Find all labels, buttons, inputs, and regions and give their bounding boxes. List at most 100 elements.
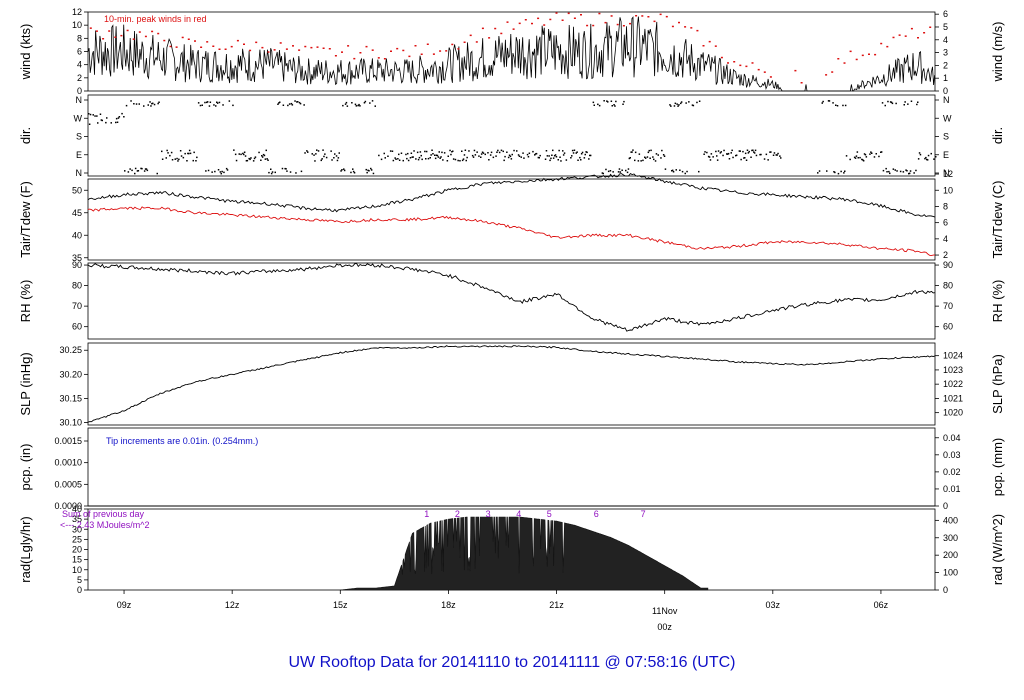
wind-dir-point (481, 151, 484, 153)
wind-peak-point (396, 47, 399, 50)
wind-dir-point (735, 154, 738, 156)
right-tick-label: 2 (943, 60, 948, 70)
right-tick-label: 100 (943, 568, 958, 578)
wind-peak-point (114, 36, 117, 38)
wind-dir-point (352, 168, 354, 170)
wind-dir-point (904, 101, 906, 103)
x-tick-label: 18z (441, 600, 456, 610)
right-tick-label: 12 (943, 169, 953, 179)
wind-dir-point (468, 150, 470, 152)
wind-dir-point (601, 172, 604, 174)
x-tick-label: 12z (225, 600, 240, 610)
wind-dir-point (189, 152, 192, 155)
wind-dir-point (462, 158, 465, 160)
wind-peak-point (641, 15, 644, 17)
left-tick-label: 6 (77, 47, 82, 57)
wind-dir-point (573, 149, 576, 151)
wind-peak-point (347, 45, 350, 47)
wind-dir-point (748, 150, 750, 153)
wind-dir-point (863, 153, 866, 155)
wind-dir-point (184, 152, 186, 155)
wind-dir-point (336, 159, 339, 162)
wind-dir-point (437, 156, 440, 158)
wind-dir-point (822, 100, 824, 103)
wind-dir-point (597, 103, 599, 106)
wind-dir-point (548, 155, 550, 157)
wind-dir-point (583, 157, 586, 159)
right-tick-label: 0 (943, 585, 948, 595)
wind-dir-point (539, 154, 541, 157)
right-tick-label: 1024 (943, 351, 963, 361)
x-tick-label: 00z (657, 622, 672, 632)
wind-dir-point (907, 103, 909, 105)
wind-dir-point (698, 170, 700, 173)
wind-dir-point (926, 159, 929, 161)
wind-dir-point (738, 150, 741, 152)
right-tick-label: 300 (943, 533, 958, 543)
wind-dir-point (436, 154, 439, 157)
wind-peak-point (488, 37, 491, 39)
wind-dir-point (285, 168, 287, 170)
wind-dir-point (545, 150, 548, 152)
wind-dir-point (405, 153, 407, 156)
wind-dir-point (507, 156, 510, 159)
x-tick-label: 15z (333, 600, 348, 610)
wind-dir-point (150, 105, 152, 107)
wind-dir-point (818, 170, 821, 172)
wind-dir-point (617, 171, 620, 173)
wind-dir-point (130, 100, 132, 102)
wind-dir-point (905, 169, 907, 171)
wind-dir-point (576, 151, 578, 153)
wind-dir-point (906, 170, 908, 172)
right-tick-label: E (943, 150, 949, 160)
right-tick-label: 4 (943, 35, 948, 45)
wind-dir-point (378, 154, 380, 157)
wind-dir-point (602, 172, 604, 175)
wind-dir-point (673, 105, 676, 107)
left-tick-label: 70 (72, 301, 82, 311)
wind-dir-point (769, 151, 771, 153)
wind-dir-point (647, 151, 650, 154)
wind-dir-point (610, 100, 613, 102)
wind-peak-point (678, 21, 680, 24)
wind-dir-point (910, 100, 913, 102)
left-tick-label: 15 (72, 555, 82, 565)
wind-dir-point (634, 151, 637, 154)
wind-dir-point (577, 159, 579, 161)
wind-peak-point (187, 38, 190, 40)
wind-dir-point (474, 154, 477, 156)
wind-dir-point (152, 102, 154, 105)
time-axis: 09z 12z 15z 18z 21z 00z 03z 06z 11Nov (117, 590, 889, 632)
wind-dir-point (306, 150, 308, 152)
wind-dir-point (551, 154, 553, 156)
right-tick-label: W (943, 113, 952, 123)
wind-peak-point (549, 18, 552, 21)
right-tick-label: 0 (943, 501, 948, 511)
right-tick-label: N (943, 95, 950, 105)
wind-peak-point (126, 29, 129, 32)
wind-peak-point (586, 24, 589, 27)
wind-dir-point (415, 158, 417, 160)
wind-dir-point (492, 156, 495, 159)
wind-dir-point (201, 104, 203, 106)
wind-peak-point (500, 32, 503, 35)
wind-dir-point (279, 101, 281, 103)
wind-dir-point (205, 170, 207, 172)
wind-dir-point (245, 160, 248, 162)
wind-dir-point (913, 172, 915, 174)
wind-peak-point (616, 23, 619, 26)
figure-title: UW Rooftop Data for 20141110 to 20141111… (288, 654, 735, 671)
wind-dir-point (495, 155, 497, 157)
wind-dir-point (106, 117, 108, 119)
wind-dir-point (773, 152, 776, 154)
wind-peak-point (751, 62, 754, 64)
wind-peak-point (757, 68, 760, 71)
wind-dir-point (751, 149, 753, 152)
panel-temp-frame (87, 178, 936, 261)
wind-dir-point (110, 122, 112, 124)
wind-dir-point (406, 157, 408, 160)
wind-dir-point (218, 101, 221, 104)
wind-dir-point (372, 172, 375, 175)
wind-dir-point (325, 156, 328, 159)
wind-dir-point (663, 155, 666, 157)
